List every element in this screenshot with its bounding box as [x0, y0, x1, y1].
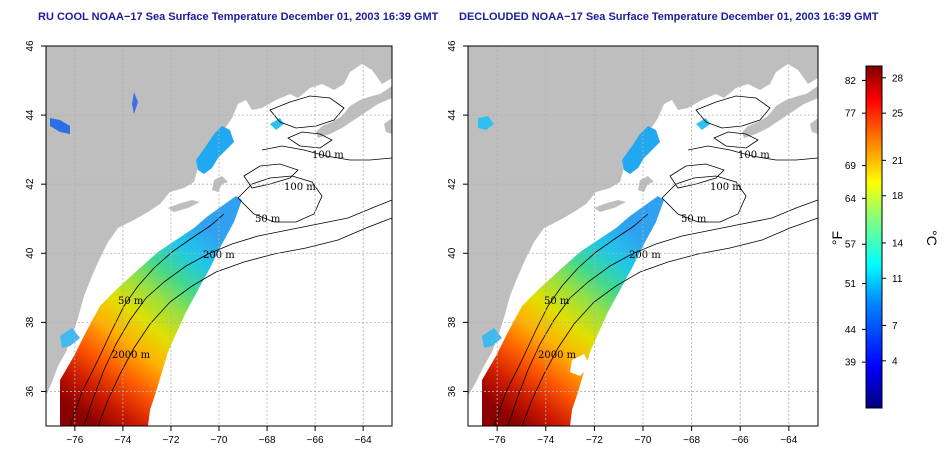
- latitude-tick-label: 44: [25, 109, 36, 121]
- colorbar-gradient: [865, 65, 883, 409]
- longitude-tick-label: −64: [355, 435, 372, 446]
- longitude-tick-label: −70: [211, 435, 228, 446]
- sst-patch: [478, 116, 494, 130]
- left-map-axes: −76 −74 −72 −70 −68 −66 −64 36 38 40 42 44 46: [25, 40, 372, 446]
- latitude-tick-label: 46: [25, 40, 36, 52]
- latitude-tick-label: 36: [25, 385, 36, 397]
- nova-scotia: [742, 86, 818, 138]
- longitude-tick-label: −74: [537, 435, 554, 446]
- latitude-tick-label: 42: [447, 178, 458, 190]
- fahrenheit-unit-label: °F: [829, 231, 845, 245]
- sst-field: [482, 196, 664, 426]
- sst-patch: [270, 118, 284, 130]
- newfoundland: [810, 118, 818, 134]
- contour-label: 50 m: [544, 296, 570, 307]
- celsius-tick-label: 18: [892, 191, 904, 202]
- celsius-tick-label: 7: [892, 321, 898, 332]
- nova-scotia: [316, 86, 392, 138]
- colorbar: 82 77 69 64 57 51 44 39 28 25 21 18 14 11 7 4 °F °C: [829, 65, 940, 409]
- decloud-gap: [570, 354, 590, 376]
- latitude-tick-label: 46: [447, 40, 458, 52]
- latitude-tick-label: 38: [25, 316, 36, 328]
- fahrenheit-tick-label: 77: [845, 109, 857, 120]
- longitude-tick-label: −70: [635, 435, 652, 446]
- land-mass: [468, 46, 818, 396]
- latitude-tick-label: 36: [447, 385, 458, 397]
- longitude-tick-label: −76: [66, 435, 83, 446]
- celsius-tick-label: 25: [892, 109, 904, 120]
- longitude-tick-label: −68: [259, 435, 276, 446]
- latitude-tick-label: 40: [25, 247, 36, 259]
- celsius-tick-label: 11: [892, 274, 903, 285]
- sst-field: [60, 196, 242, 426]
- right-map-panel: 100 m 100 m 50 m 200 m 50 m 2000 m −76 −7…: [447, 40, 819, 446]
- fahrenheit-tick-label: 82: [845, 76, 857, 87]
- fahrenheit-tick-label: 69: [845, 161, 857, 172]
- contour-label: 2000 m: [538, 350, 577, 361]
- newfoundland: [384, 118, 392, 134]
- sst-patch: [196, 126, 234, 174]
- fahrenheit-tick-label: 64: [845, 194, 857, 205]
- left-map-panel: 100 m 100 m 50 m 200 m 50 m 2000 m −76 −7…: [25, 40, 393, 446]
- longitude-tick-label: −72: [586, 435, 603, 446]
- contour-label: 50 m: [118, 296, 144, 307]
- left-map-title: RU COOL NOAA−17 Sea Surface Temperature …: [38, 11, 439, 23]
- fahrenheit-tick-label: 39: [845, 358, 857, 369]
- long-island: [168, 200, 200, 212]
- longitude-tick-label: −66: [307, 435, 324, 446]
- latitude-tick-label: 44: [447, 109, 458, 121]
- contour-label: 2000 m: [112, 350, 151, 361]
- bathymetry-contours: [493, 95, 818, 426]
- celsius-unit-label: °C: [924, 230, 940, 246]
- land-mass: [46, 46, 392, 396]
- latitude-tick-label: 42: [25, 178, 36, 190]
- right-map-title: DECLOUDED NOAA−17 Sea Surface Temperatur…: [459, 11, 879, 23]
- fahrenheit-tick-label: 44: [845, 325, 857, 336]
- latitude-tick-label: 38: [447, 316, 458, 328]
- colorbar-ticks: 82 77 69 64 57 51 44 39 28 25 21 18 14 11 7 4: [845, 73, 904, 368]
- right-map-axes: −76 −74 −72 −70 −68 −66 −64 36 38 40 42 44 46: [447, 40, 798, 446]
- longitude-tick-label: −76: [489, 435, 506, 446]
- longitude-tick-label: −68: [683, 435, 700, 446]
- contour-label: 200 m: [203, 250, 235, 261]
- left-map-grid: [46, 46, 392, 426]
- contour-label: 50 m: [255, 214, 281, 225]
- sst-patch: [622, 126, 660, 174]
- contour-label: 100 m: [738, 150, 770, 161]
- sst-patch: [696, 118, 710, 130]
- contour-label: 50 m: [681, 214, 707, 225]
- fahrenheit-tick-label: 57: [845, 240, 857, 251]
- contour-label: 100 m: [284, 182, 316, 193]
- sst-patch: [482, 328, 502, 348]
- longitude-tick-label: −64: [780, 435, 797, 446]
- longitude-tick-label: −72: [162, 435, 179, 446]
- contour-label: 200 m: [629, 250, 661, 261]
- celsius-tick-label: 28: [892, 73, 904, 84]
- contour-label: 100 m: [312, 150, 344, 161]
- sst-patch: [50, 118, 70, 134]
- sst-patch: [132, 92, 138, 114]
- celsius-tick-label: 14: [892, 238, 904, 249]
- contour-label: 100 m: [710, 182, 742, 193]
- sst-patch: [60, 328, 80, 348]
- longitude-tick-label: −66: [732, 435, 749, 446]
- long-island: [594, 200, 626, 212]
- right-map-grid: [468, 46, 818, 426]
- longitude-tick-label: −74: [114, 435, 131, 446]
- celsius-tick-label: 4: [892, 356, 898, 367]
- fahrenheit-tick-label: 51: [845, 279, 857, 290]
- latitude-tick-label: 40: [447, 247, 458, 259]
- celsius-tick-label: 21: [892, 156, 904, 167]
